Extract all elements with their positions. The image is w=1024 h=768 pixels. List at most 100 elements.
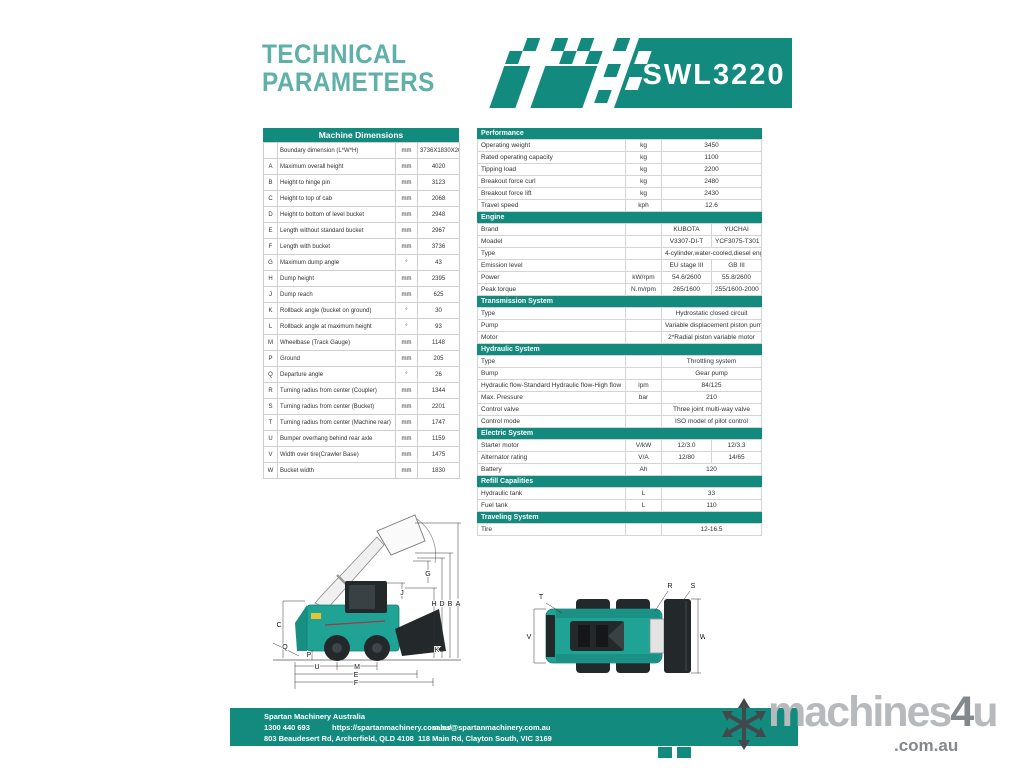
dimension-val: 1475 bbox=[417, 446, 460, 463]
dimension-key: U bbox=[263, 430, 278, 447]
machines4u-watermark: machines4u .com.au bbox=[712, 688, 1024, 764]
dimension-unit: ° bbox=[395, 318, 418, 335]
section-table: Type Throttling system Bump Gear pump Hydrau… bbox=[477, 355, 762, 428]
spec-value: YCF3075-T301 bbox=[711, 235, 762, 248]
footer-email-link[interactable]: sales@spartanmachinery.com.au bbox=[432, 723, 551, 732]
dimension-row: G Maximum dump angle ° 43 bbox=[263, 254, 460, 271]
spec-unit: kph bbox=[625, 199, 662, 212]
dimension-lbl: Height to hinge pin bbox=[277, 174, 396, 191]
spec-unit bbox=[625, 355, 662, 368]
spec-row: Type Hydrostatic closed circuit bbox=[477, 307, 763, 320]
dimension-val: 30 bbox=[417, 302, 460, 319]
spec-label: Battery bbox=[477, 463, 626, 476]
dimension-lbl: Wheelbase (Track Gauge) bbox=[277, 334, 396, 351]
dimension-key: G bbox=[263, 254, 278, 271]
model-name: SWL3220 bbox=[643, 59, 786, 91]
dim-label-K: K bbox=[435, 647, 440, 654]
dimension-unit: mm bbox=[395, 398, 418, 415]
spec-row: Pump Variable displacement piston pump bbox=[477, 319, 763, 332]
page-title: TECHNICAL PARAMETERS bbox=[262, 40, 435, 96]
spec-row: Control mode ISO model of pilot control bbox=[477, 415, 762, 428]
dimension-key: Q bbox=[263, 366, 278, 383]
spec-unit bbox=[625, 259, 662, 272]
spec-unit: kg bbox=[625, 163, 662, 176]
dimension-unit: mm bbox=[395, 350, 418, 367]
dim-label-B: B bbox=[448, 601, 453, 608]
spec-value: 1100 bbox=[661, 151, 762, 164]
spec-value: 84/125 bbox=[661, 379, 762, 392]
spec-unit bbox=[625, 331, 662, 344]
dimension-unit: mm bbox=[395, 286, 418, 303]
dimension-lbl: Rollback angle (bucket on ground) bbox=[277, 302, 396, 319]
dimension-unit: mm bbox=[395, 222, 418, 239]
spec-label: Bump bbox=[477, 367, 626, 380]
spec-row: Hydraulic flow-Standard Hydraulic flow-H… bbox=[477, 379, 762, 392]
dimension-lbl: Ground bbox=[277, 350, 396, 367]
spec-label: Tipping load bbox=[477, 163, 626, 176]
footer-website-link[interactable]: https://spartanmachinery.com.au/ bbox=[332, 723, 452, 732]
dimension-key: T bbox=[263, 414, 278, 431]
spec-unit bbox=[625, 319, 662, 332]
dimension-unit: ° bbox=[395, 366, 418, 383]
dim-label-J: J bbox=[400, 590, 404, 597]
spec-value: 110 bbox=[660, 499, 763, 512]
spec-value: EU stage III bbox=[661, 259, 712, 272]
coupler bbox=[649, 618, 665, 654]
spec-label: Emission level bbox=[477, 259, 626, 272]
spec-unit: V/kW bbox=[625, 439, 662, 452]
dimension-key: L bbox=[263, 318, 278, 335]
dimension-row: E Length without standard bucket mm 2967 bbox=[263, 222, 460, 239]
dimension-row: T Turning radius from center (Machine rea… bbox=[263, 414, 460, 431]
spec-row: Operating weight kg 3450 bbox=[477, 139, 762, 152]
section-table: Type Hydrostatic closed circuit Pump Variab… bbox=[477, 307, 763, 344]
dimension-lbl: Bumper overhang behind rear axle bbox=[277, 430, 396, 447]
dimension-lbl: Dump reach bbox=[277, 286, 396, 303]
spec-value: 2200 bbox=[661, 163, 762, 176]
dimension-row: H Dump height mm 2395 bbox=[263, 270, 460, 287]
dimension-unit: mm bbox=[395, 174, 418, 191]
dim-label-H: H bbox=[431, 601, 436, 608]
dimension-val: 4020 bbox=[417, 158, 460, 175]
dimension-val: 625 bbox=[417, 286, 460, 303]
dimension-unit: mm bbox=[395, 206, 418, 223]
dimension-lbl: Departure angle bbox=[277, 366, 396, 383]
spec-row: Tire 12-16.5 bbox=[477, 523, 763, 536]
section-table: Starter motor V/kW 12/3.0 12/3.3 Alternator … bbox=[477, 439, 762, 476]
dimension-key: P bbox=[263, 350, 278, 367]
spec-unit: bar bbox=[625, 391, 662, 404]
dimension-val: 3123 bbox=[417, 174, 460, 191]
dimension-key: J bbox=[263, 286, 278, 303]
dimension-val: 3736X1830X2068 bbox=[417, 142, 460, 159]
spec-label: Type bbox=[477, 307, 626, 320]
dimension-key: E bbox=[263, 222, 278, 239]
spec-unit: kg bbox=[625, 187, 662, 200]
footer-bar: Spartan Machinery Australia 1300 440 693… bbox=[230, 708, 798, 746]
dimension-lbl: Turning radius from center (Bucket) bbox=[277, 398, 396, 415]
dimension-unit: ° bbox=[395, 254, 418, 271]
dimension-lbl: Length without standard bucket bbox=[277, 222, 396, 239]
spec-unit bbox=[625, 403, 662, 416]
dimension-unit: mm bbox=[395, 270, 418, 287]
spec-row: Power kW/rpm 54.6/2600 55.8/2600 bbox=[477, 271, 762, 284]
dimension-lbl: Rollback angle at maximum height bbox=[277, 318, 396, 335]
spec-unit bbox=[625, 235, 662, 248]
dimension-unit: mm bbox=[395, 446, 418, 463]
spec-label: Pump bbox=[477, 319, 626, 332]
spec-row: Motor 2*Radial piston variable motor bbox=[477, 331, 763, 344]
spec-unit: N.m/rpm bbox=[625, 283, 662, 296]
spec-unit: kW/rpm bbox=[625, 271, 662, 284]
dimension-lbl: Height to top of cab bbox=[277, 190, 396, 207]
dimension-row: W Bucket width mm 1830 bbox=[263, 462, 460, 479]
dim-label-W: W bbox=[700, 634, 705, 641]
dimension-lbl: Boundary dimension (L*W*H) bbox=[277, 142, 396, 159]
spec-row: Hydraulic tank L 33 bbox=[477, 487, 763, 500]
dimension-val: 1830 bbox=[417, 462, 460, 479]
spec-unit bbox=[625, 415, 662, 428]
dimension-key: M bbox=[263, 334, 278, 351]
dimension-lbl: Dump height bbox=[277, 270, 396, 287]
footer-phone: 1300 440 693 bbox=[264, 723, 310, 732]
section-header: Electric System bbox=[477, 428, 762, 439]
spec-unit: kg bbox=[625, 151, 662, 164]
spec-label: Tire bbox=[477, 523, 626, 536]
loader-side-view-diagram: C G J H D B A Q P K U M E F bbox=[272, 514, 462, 689]
